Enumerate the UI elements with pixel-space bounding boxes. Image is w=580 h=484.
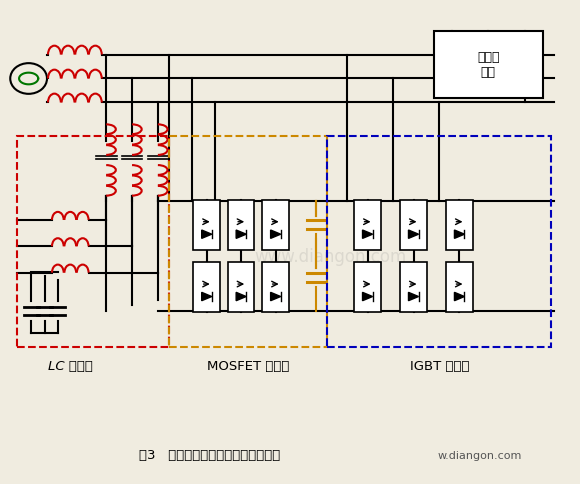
Polygon shape (271, 230, 281, 239)
Polygon shape (271, 293, 281, 301)
Bar (169, 137, 327, 347)
Bar (446, 200, 473, 250)
Text: LC 滤波器: LC 滤波器 (48, 359, 93, 372)
Bar (400, 200, 427, 250)
Polygon shape (202, 293, 212, 301)
Polygon shape (408, 230, 419, 239)
Bar (434, 31, 543, 98)
Bar (262, 200, 289, 250)
Bar (194, 200, 220, 250)
Bar (354, 263, 380, 312)
Bar (400, 263, 427, 312)
Bar (262, 263, 289, 312)
Text: IGBT 逆变器: IGBT 逆变器 (409, 359, 469, 372)
Polygon shape (455, 293, 465, 301)
Bar (228, 263, 255, 312)
Bar (17, 137, 169, 347)
Polygon shape (362, 293, 372, 301)
Polygon shape (408, 293, 419, 301)
Polygon shape (455, 230, 465, 239)
Polygon shape (236, 293, 246, 301)
Bar (228, 200, 255, 250)
Bar (446, 263, 473, 312)
Polygon shape (202, 230, 212, 239)
Polygon shape (236, 230, 246, 239)
Bar (354, 200, 380, 250)
Polygon shape (362, 230, 372, 239)
Text: w.diangon.com: w.diangon.com (437, 450, 522, 460)
Bar (194, 263, 220, 312)
Text: www.diangon.com: www.diangon.com (254, 247, 407, 265)
Text: 图3   新型混合有源电力滤波器结构图: 图3 新型混合有源电力滤波器结构图 (139, 449, 280, 461)
Bar (327, 137, 552, 347)
Text: 非线性
负载: 非线性 负载 (477, 51, 499, 79)
Text: MOSFET 逆变器: MOSFET 逆变器 (207, 359, 289, 372)
